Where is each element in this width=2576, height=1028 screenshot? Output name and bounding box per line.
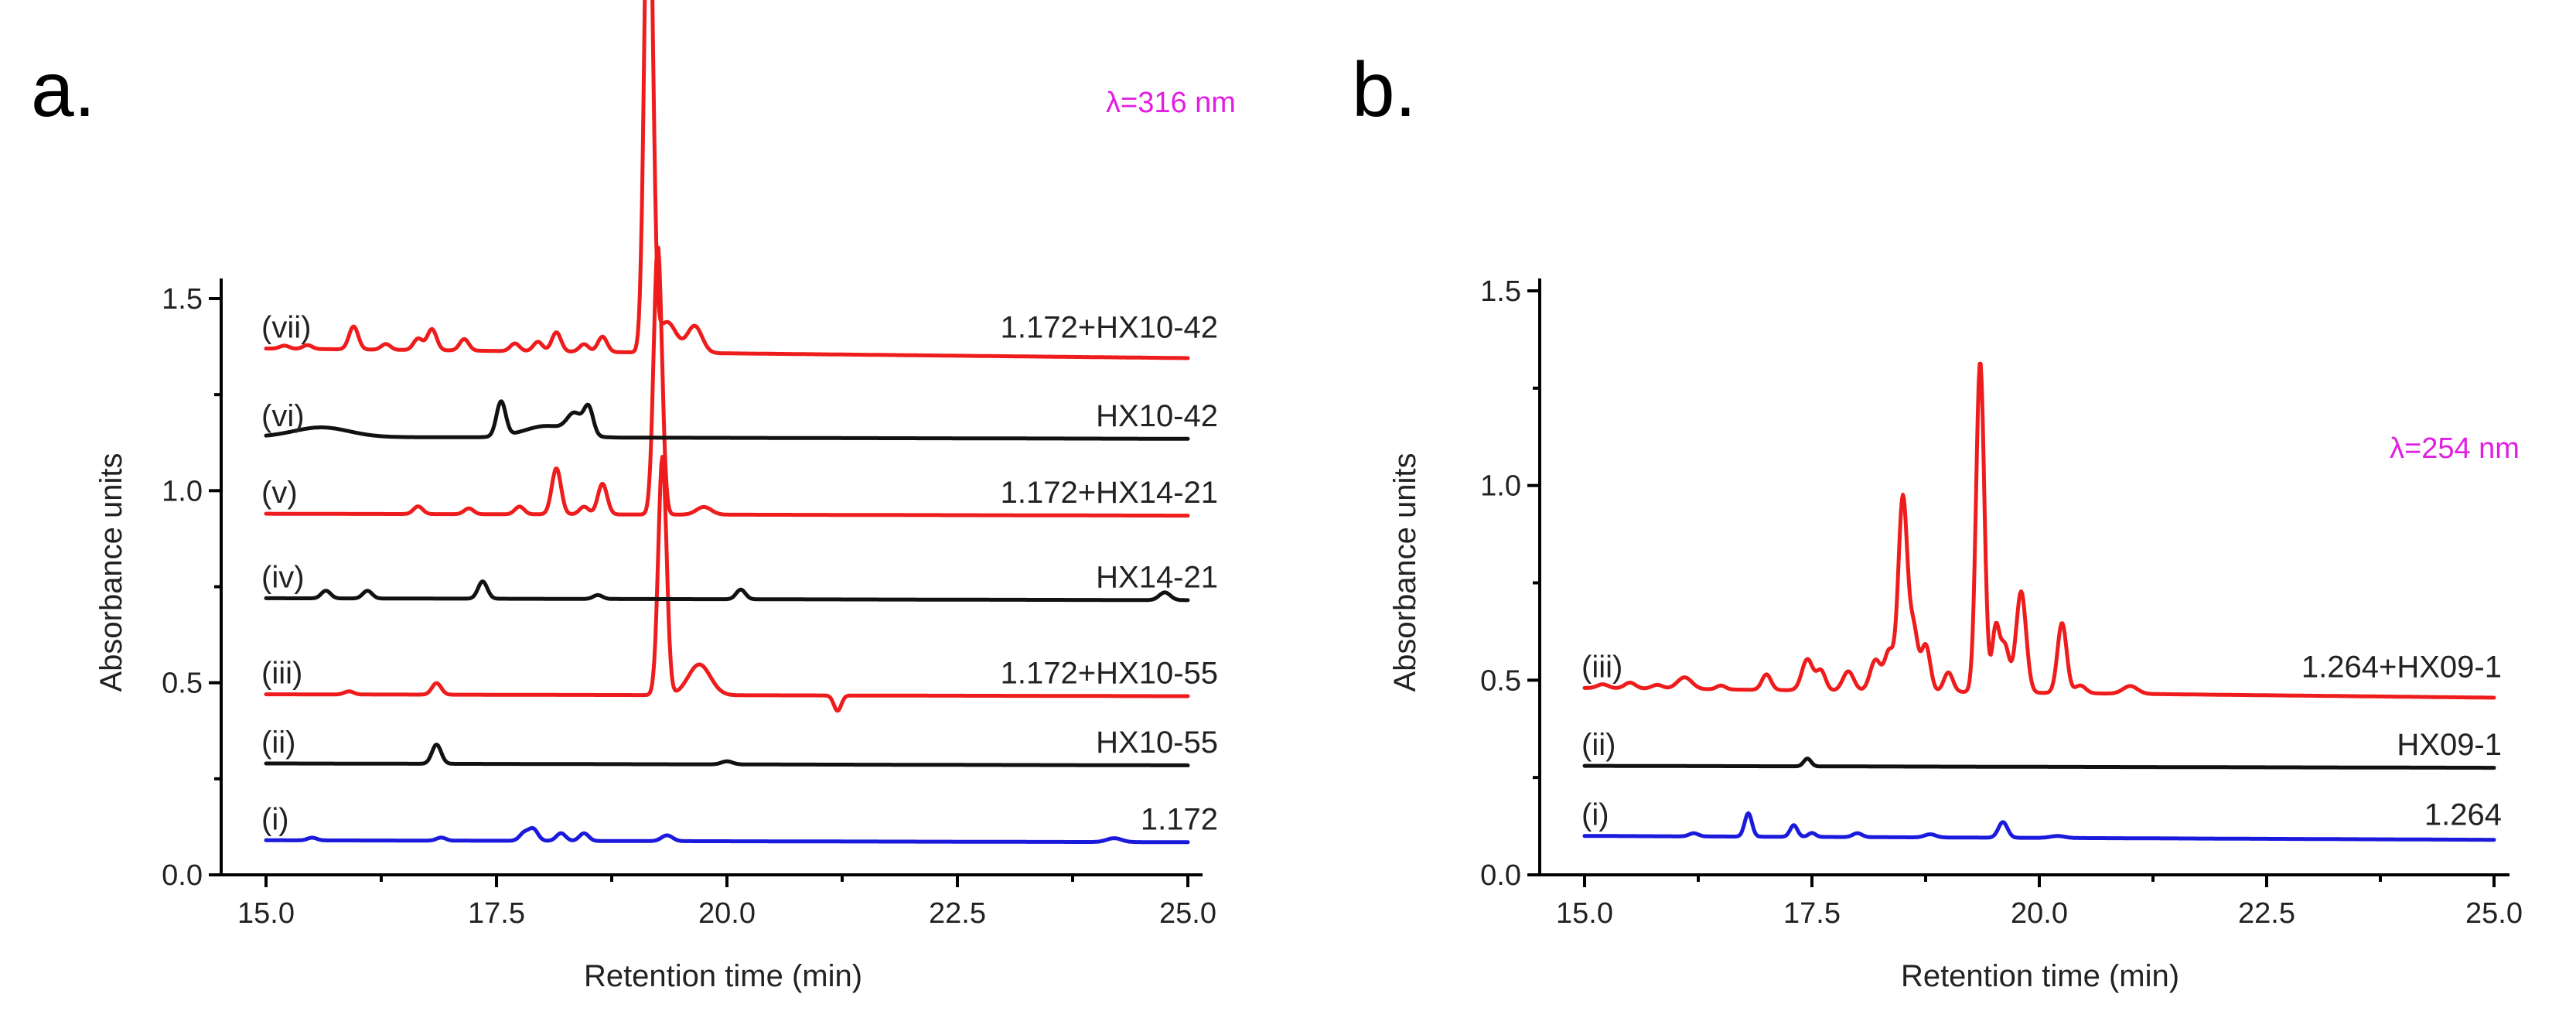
panel-a-trace-5-name: 1.172+HX14-21 bbox=[1001, 476, 1218, 510]
panel-a-trace-1 bbox=[264, 825, 1190, 845]
panel-b-x-tick-label: 15.0 bbox=[1556, 897, 1613, 930]
panel-a-trace-1-roman: (i) bbox=[261, 802, 289, 836]
panel-b-x-tick-label: 22.5 bbox=[2238, 897, 2295, 930]
panel-b-trace-2-name: HX09-1 bbox=[2397, 728, 2502, 762]
panel-a-trace-3 bbox=[264, 455, 1190, 713]
panel-a-trace-7-name: 1.172+HX10-42 bbox=[1001, 311, 1218, 345]
panel-b-trace-2 bbox=[1582, 756, 2496, 770]
panel-b-wavelength-label: λ=254 nm bbox=[2390, 432, 2520, 465]
panel-a-letter: a. bbox=[31, 46, 95, 133]
panel-a-trace-1-name: 1.172 bbox=[1141, 802, 1218, 836]
panel-a: a. λ=316 nm Absorbance units Retention t… bbox=[31, 0, 1236, 993]
panel-a-wavelength-label: λ=316 nm bbox=[1106, 87, 1236, 119]
panel-b-x-ticks: 15.0 17.5 20.0 22.5 25.0 bbox=[1556, 875, 2523, 930]
panel-a-x-tick-label: 20.0 bbox=[698, 897, 756, 930]
panel-a-y-ticks: 0.0 0.5 1.0 1.5 bbox=[162, 283, 221, 892]
panel-a-y-tick-label: 0.0 bbox=[162, 859, 203, 892]
panel-a-x-ticks: 15.0 17.5 20.0 22.5 25.0 bbox=[237, 875, 1216, 930]
panel-b-trace-1-name: 1.264 bbox=[2424, 798, 2502, 832]
panel-a-trace-2-roman: (ii) bbox=[261, 726, 295, 760]
panel-b-trace-1-roman: (i) bbox=[1581, 798, 1609, 832]
panel-a-trace-6-roman: (vi) bbox=[261, 399, 305, 433]
panel-b-xlabel: Retention time (min) bbox=[1901, 959, 2179, 993]
panel-a-x-tick-label: 17.5 bbox=[468, 897, 525, 930]
panel-b-y-ticks: 0.0 0.5 1.0 1.5 bbox=[1480, 275, 1540, 892]
panel-b-y-tick-label: 1.0 bbox=[1480, 470, 1521, 503]
panel-b-trace-3-name: 1.264+HX09-1 bbox=[2301, 650, 2502, 684]
panel-b-x-tick-label: 17.5 bbox=[1783, 897, 1841, 930]
panel-a-y-tick-label: 0.5 bbox=[162, 668, 203, 700]
panel-a-x-tick-label: 15.0 bbox=[237, 897, 295, 930]
panel-a-trace-3-roman: (iii) bbox=[261, 657, 302, 691]
panel-a-trace-6-name: HX10-42 bbox=[1096, 399, 1218, 433]
panel-b-y-tick-label: 0.5 bbox=[1480, 664, 1521, 697]
panel-a-trace-7 bbox=[264, 0, 1190, 360]
panel-a-trace-7-roman: (vii) bbox=[261, 311, 311, 345]
panel-a-trace-5 bbox=[264, 245, 1190, 518]
panel-a-y-tick-label: 1.0 bbox=[162, 475, 203, 507]
panel-b-traces: (i) 1.264 (ii) HX09-1 (iii) 1.264+HX09-1 bbox=[1581, 361, 2502, 842]
panel-a-trace-4 bbox=[264, 579, 1190, 603]
panel-a-trace-3-name: 1.172+HX10-55 bbox=[1001, 657, 1218, 691]
panel-b-trace-3-roman: (iii) bbox=[1581, 650, 1622, 684]
panel-b-trace-1 bbox=[1582, 811, 2496, 842]
panel-a-x-tick-label: 25.0 bbox=[1159, 897, 1216, 930]
panel-b-trace-2-roman: (ii) bbox=[1581, 728, 1616, 762]
panel-a-trace-4-roman: (iv) bbox=[261, 560, 305, 594]
panel-a-traces: (i) 1.172 (ii) HX10-55 (iii) 1.172+HX10-55 (iv… bbox=[261, 0, 1218, 845]
panel-a-trace-2-name: HX10-55 bbox=[1096, 726, 1218, 760]
panel-b-ylabel: Absorbance units bbox=[1388, 453, 1422, 692]
panel-b: b. λ=254 nm Absorbance units Retention t… bbox=[1352, 46, 2523, 993]
panel-b-x-tick-label: 25.0 bbox=[2465, 897, 2523, 930]
panel-a-trace-4-name: HX14-21 bbox=[1096, 560, 1218, 594]
panel-a-trace-5-roman: (v) bbox=[261, 476, 298, 510]
panel-b-trace-3 bbox=[1582, 361, 2496, 700]
panel-a-x-tick-label: 22.5 bbox=[929, 897, 986, 930]
panel-a-xlabel: Retention time (min) bbox=[584, 959, 862, 993]
panel-b-x-tick-label: 20.0 bbox=[2011, 897, 2068, 930]
panel-a-ylabel: Absorbance units bbox=[94, 453, 128, 692]
panel-b-y-tick-label: 0.0 bbox=[1480, 859, 1521, 892]
panel-b-y-tick-label: 1.5 bbox=[1480, 275, 1521, 308]
panel-a-trace-6 bbox=[264, 399, 1190, 441]
panel-a-y-tick-label: 1.5 bbox=[162, 283, 203, 316]
panel-a-trace-2 bbox=[264, 743, 1190, 767]
panel-b-letter: b. bbox=[1352, 46, 1416, 133]
